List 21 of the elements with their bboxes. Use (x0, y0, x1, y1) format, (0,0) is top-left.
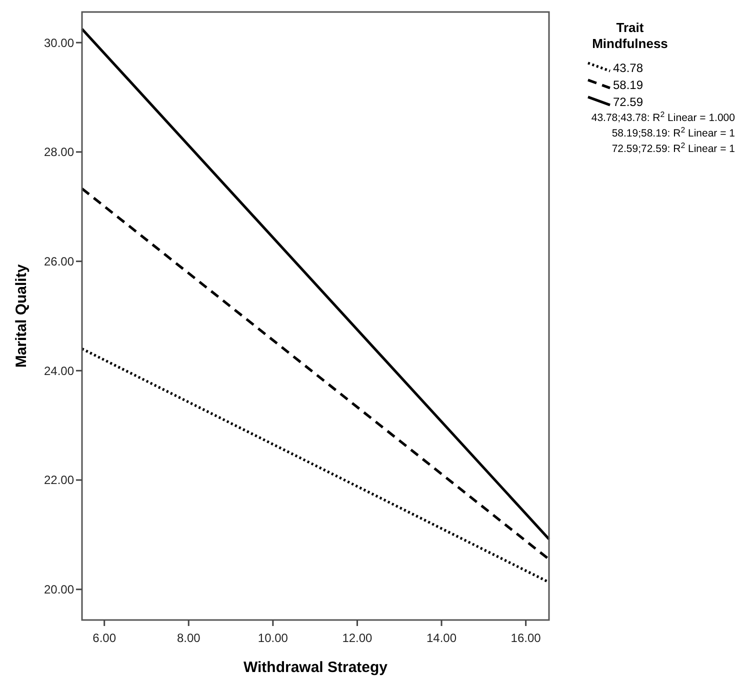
text: 43.78;43.78: R$^{2}$ Linear = 1.000 (591, 110, 736, 124)
y-axis-title: Marital Quality (13, 264, 30, 368)
legend-label: 58.19 (613, 78, 644, 92)
y-tick-label: 20.00 (44, 582, 74, 597)
x-tick-label: 6.00 (92, 631, 116, 645)
x-tick-label: 8.00 (176, 631, 201, 645)
x-tick-label: 12.00 (342, 631, 373, 645)
text: 72.59;72.59: R$^{2}$ Linear = 1 (612, 140, 736, 155)
y-tick-label: 26.00 (44, 254, 74, 269)
y-tick-label: 30.00 (44, 36, 74, 50)
x-tick-label: 10.00 (258, 631, 288, 645)
legend-label: 72.59 (613, 95, 644, 110)
x-axis-title: Withdrawal Strategy (243, 659, 388, 676)
x-tick-label: 14.00 (426, 631, 457, 645)
y-tick-label: 22.00 (44, 473, 74, 488)
y-tick-label: 24.00 (44, 364, 74, 378)
legend-label: 43.78 (613, 61, 644, 76)
y-tick-label: 28.00 (44, 145, 74, 160)
text: 58.19;58.19: R$^{2}$ Linear = 1 (612, 125, 736, 140)
x-tick-label: 16.00 (510, 631, 542, 645)
legend-title: Trait Mindfulness (592, 20, 668, 51)
